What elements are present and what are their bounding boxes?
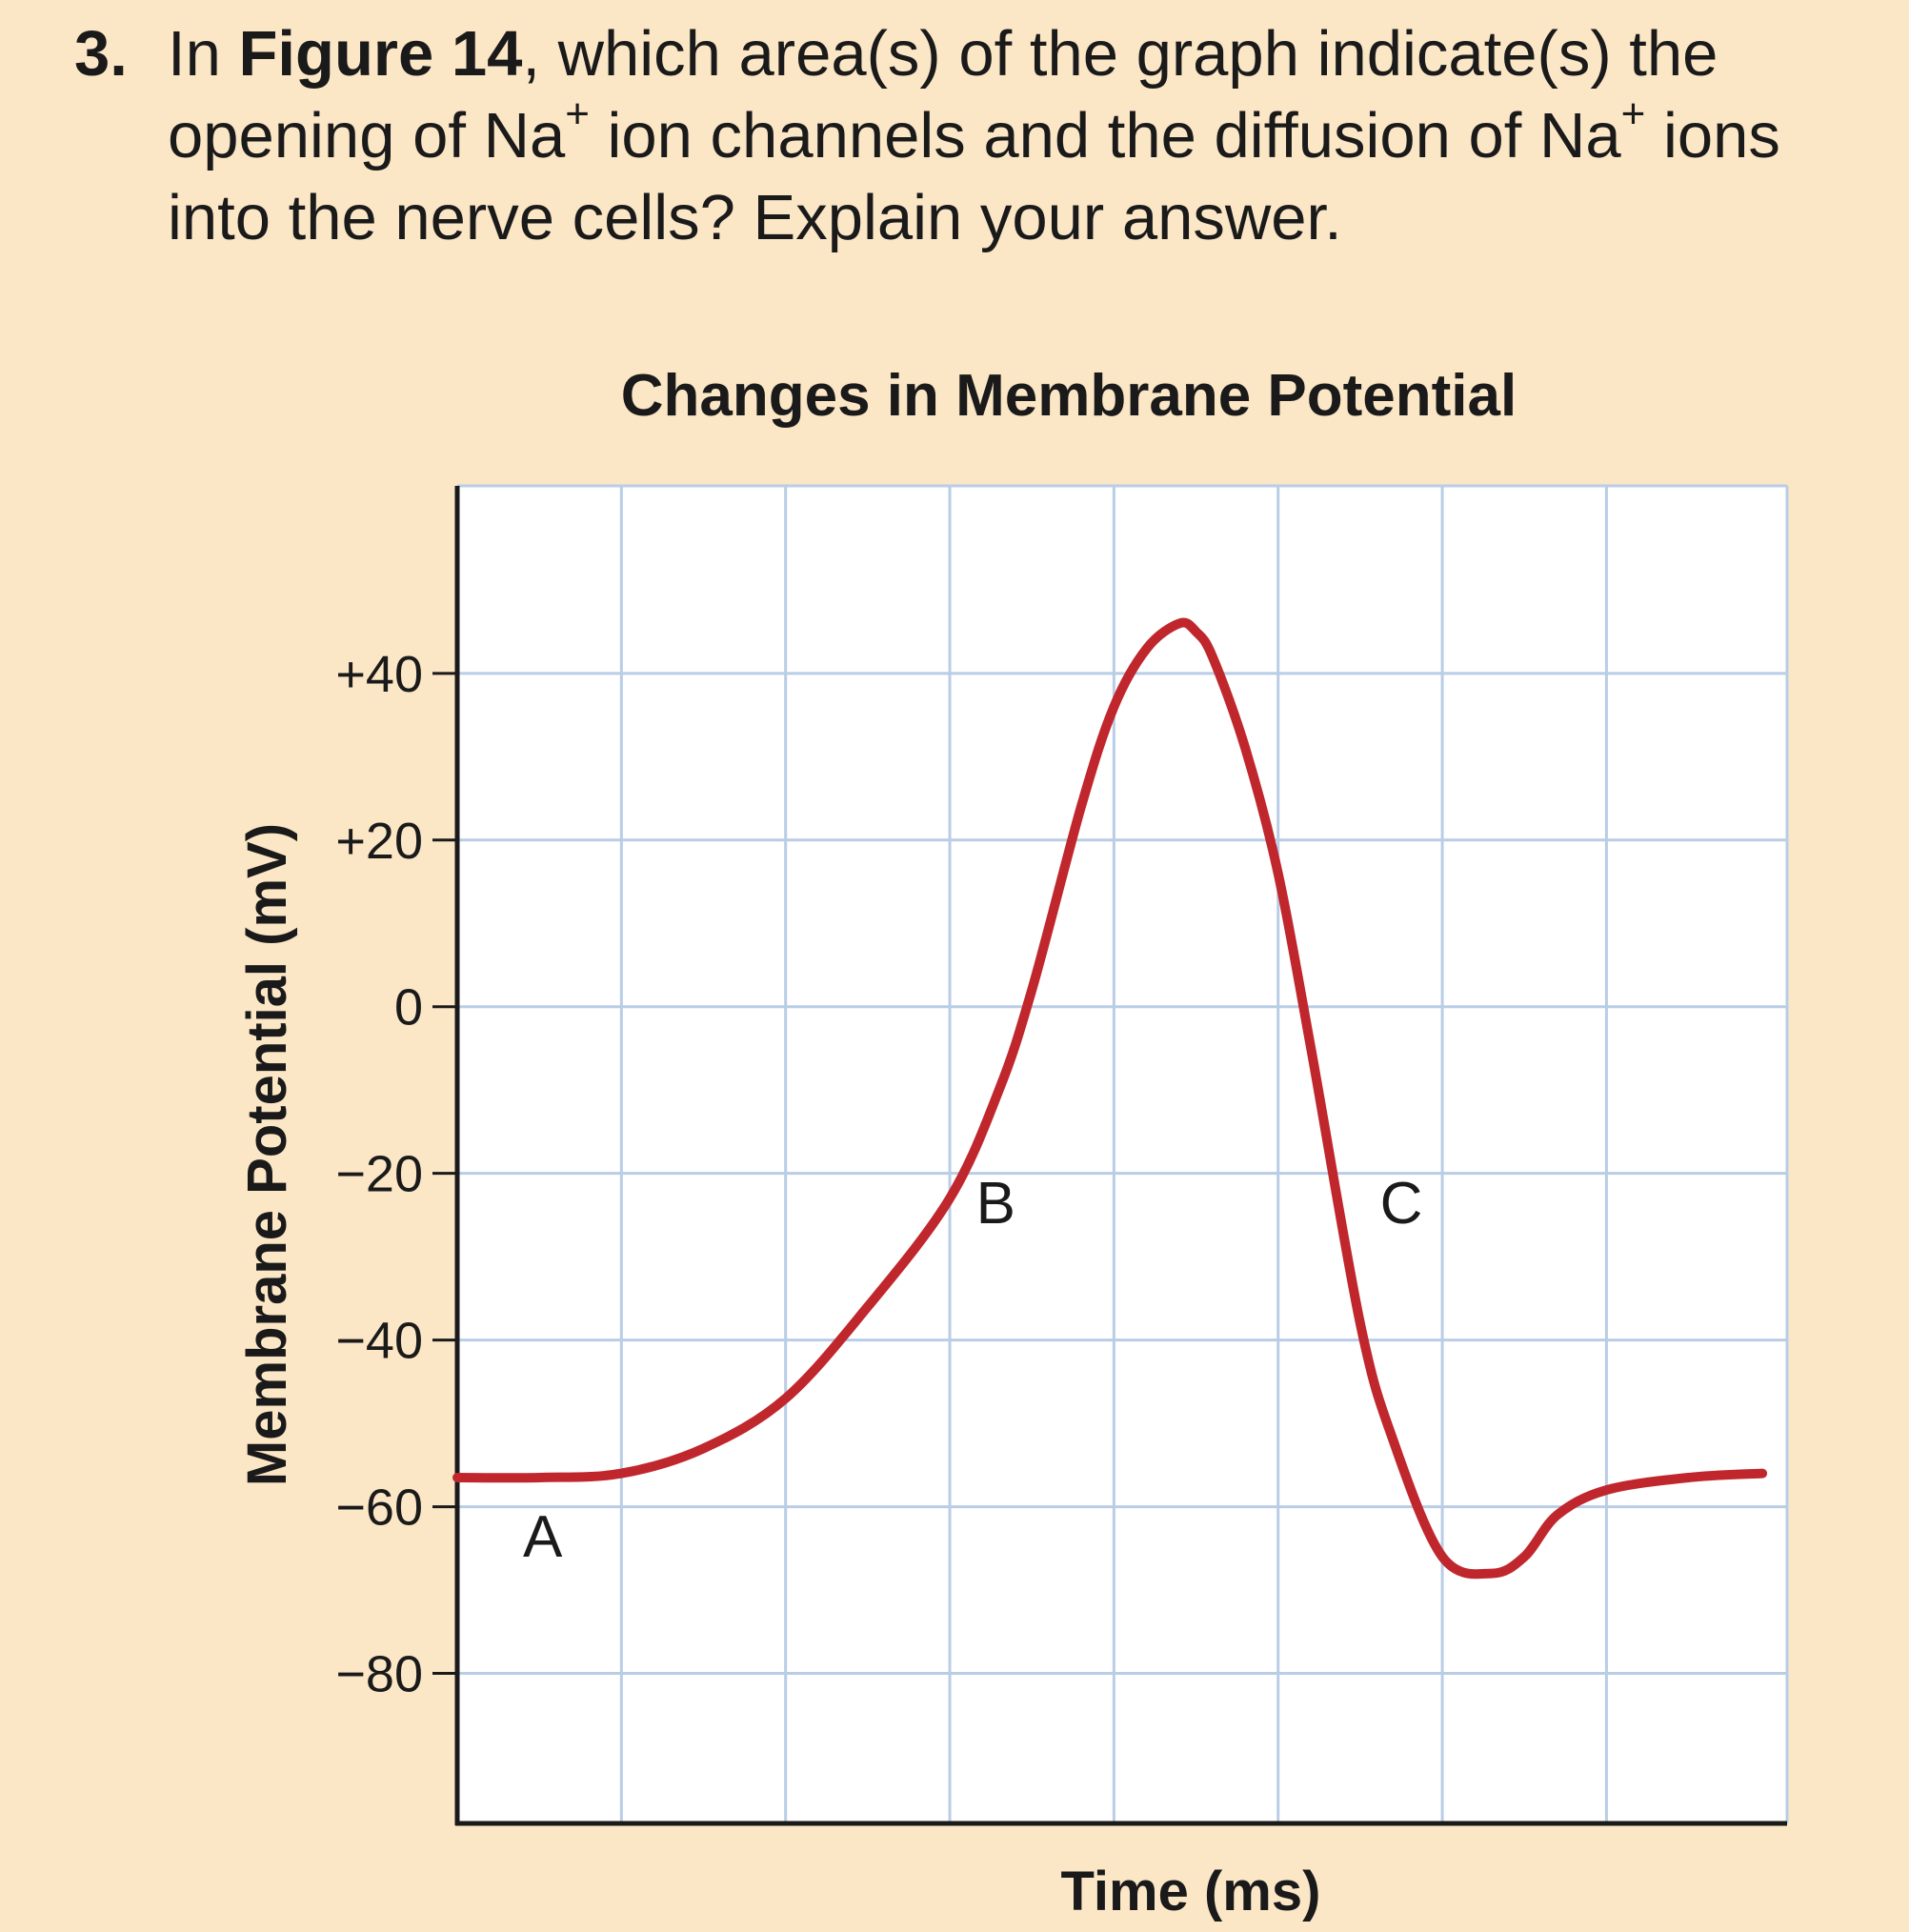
question-part1: In [168,18,239,90]
y-tick-label: −40 [335,1313,423,1370]
y-tick-label: +20 [335,813,423,870]
axes [454,486,1787,1826]
question-part2: , which area(s) of the graph indicate(s)… [168,18,1718,171]
grid [457,484,1789,1823]
series-group [452,617,1768,1580]
chart-title: Changes in Membrane Potential [620,363,1517,429]
y-ticks: +40 +20 0 −20 −40 −60 −80 [335,646,457,1703]
y-tick-label: 0 [394,979,423,1036]
y-tick-label: +40 [335,646,423,703]
x-axis-label: Time (ms) [1061,1861,1321,1922]
question-number: 3. [74,18,128,90]
annotation-a: A [523,1504,563,1570]
y-tick-label: −80 [335,1646,423,1703]
figure-reference: Figure 14 [238,18,523,90]
annotation-c: C [1380,1171,1423,1237]
superscript-plus-1: + [565,90,590,137]
y-tick-label: −20 [335,1146,423,1203]
question-part3: ion channels and the diffusion of Na [589,100,1621,171]
annotation-b: B [976,1171,1015,1237]
annotations: A B C [523,1171,1422,1570]
y-axis-label: Membrane Potential (mV) [236,823,298,1486]
plot-area [457,486,1787,1823]
membrane-potential-line [452,617,1768,1580]
question-text: In Figure 14, which area(s) of the graph… [168,13,1844,259]
question-part4: ions into the nerve cells? Explain your … [168,100,1780,253]
y-tick-label: −60 [335,1479,423,1537]
superscript-plus-2: + [1620,90,1646,137]
